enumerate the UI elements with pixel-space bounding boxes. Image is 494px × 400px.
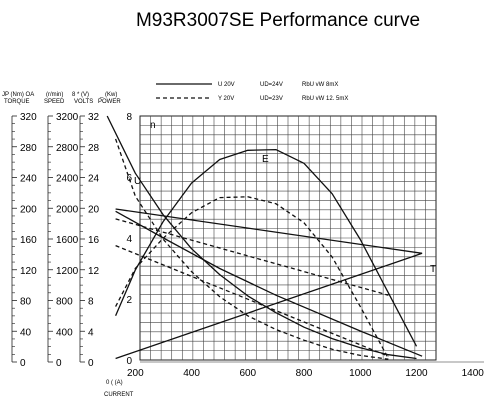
y-tick-label: 200: [20, 204, 37, 215]
y-tick-label: 8: [88, 297, 94, 308]
y-tick-label: 800: [56, 297, 73, 308]
legend-dashed-ud: UD=23V: [260, 96, 283, 102]
y-tick-label: 280: [20, 143, 37, 154]
x-axis-label: 0 ( (A): [106, 380, 123, 386]
power-axis-header: _ (Kw): [99, 92, 117, 98]
y-tick-label: 120: [20, 266, 37, 277]
volts-axis-header: 8 * (V): [72, 92, 89, 98]
y-tick-label: 40: [20, 327, 32, 338]
axis-headers: JP (Nm) OA TORQUE (r/min) SPEED 8 * (V) …: [2, 92, 121, 105]
power-tick-label: 4: [126, 234, 132, 245]
volts-axis-label: VOLTS: [74, 99, 93, 105]
power-tick-label: 6: [126, 173, 132, 184]
power-axis-label: POWER: [98, 99, 121, 105]
legend-dashed-rl: RbU vW 12. 5mX: [302, 96, 348, 102]
power-tick-label: 8: [126, 112, 132, 123]
legend-solid-rl: RbU vW 8mX: [302, 82, 338, 88]
curve-label-U: U: [134, 176, 141, 187]
torque-axis-label: TORQUE: [4, 99, 30, 105]
y-tick-label: 4: [88, 327, 94, 338]
series-line-T: [115, 252, 423, 360]
y-tick-label: 24: [88, 174, 100, 185]
legend-solid-u: U 20V: [218, 82, 235, 88]
series-line-U: [115, 208, 423, 254]
series-line-curve-4: [115, 210, 423, 357]
y-tick-label: 400: [56, 327, 73, 338]
y-tick-label: 0: [88, 358, 94, 369]
y-tick-label: 20: [88, 204, 100, 215]
y-tick-label: 320: [20, 112, 37, 123]
y-tick-label: 80: [20, 297, 32, 308]
y-tick-label: 240: [20, 174, 37, 185]
y-tick-label: 1600: [56, 235, 79, 246]
series-line-curve-7: [115, 218, 389, 296]
y-tick-label: 2800: [56, 143, 79, 154]
y-tick-label: 1200: [56, 266, 79, 277]
curve-label-T: T: [430, 264, 436, 275]
y-tick-label: 160: [20, 235, 37, 246]
series-line-curve-5: [114, 138, 389, 360]
x-tick-label: 1400: [462, 368, 485, 379]
speed-axis-label: SPEED: [44, 99, 65, 105]
x-tick-label: 800: [296, 368, 313, 379]
y-tick-label: 0: [20, 358, 26, 369]
curve-label-n: n: [150, 120, 156, 131]
legend: U 20V UD=24V RbU vW 8mX Y 20V UD=23V RbU…: [156, 82, 348, 102]
y-axes: 3202802402001601208040032002800240020001…: [11, 112, 132, 369]
series: n E U T: [106, 115, 436, 360]
series-line-E: [115, 148, 418, 347]
x-tick-label: 400: [183, 368, 200, 379]
y-tick-label: 32: [88, 112, 100, 123]
legend-dashed-u: Y 20V: [218, 96, 234, 102]
power-tick-label: 0: [126, 356, 132, 367]
y-tick-label: 2000: [56, 204, 79, 215]
x-tick-label: 200: [127, 368, 144, 379]
torque-axis-header: JP (Nm) OA: [2, 92, 34, 98]
chart-title: M93R3007SE Performance curve: [136, 10, 420, 31]
y-tick-label: 3200: [56, 112, 79, 123]
series-line-curve-6: [115, 196, 389, 359]
y-tick-label: 0: [56, 358, 62, 369]
y-tick-label: 2400: [56, 174, 79, 185]
x-tick-label: 600: [239, 368, 256, 379]
x-axis-sublabel: CURRENT: [104, 392, 134, 398]
x-axis: 200 400 600 800 1000 1200 1400: [127, 361, 485, 379]
power-tick-label: 2: [126, 295, 132, 306]
x-tick-label: 1200: [405, 368, 428, 379]
y-tick-label: 28: [88, 143, 100, 154]
series-line-curve-8: [115, 244, 389, 357]
y-tick-label: 12: [88, 266, 100, 277]
y-tick-label: 16: [88, 235, 100, 246]
x-tick-label: 1000: [349, 368, 372, 379]
curve-label-E: E: [262, 154, 269, 165]
legend-solid-ud: UD=24V: [260, 82, 283, 88]
speed-axis-header: (r/min): [46, 92, 63, 98]
